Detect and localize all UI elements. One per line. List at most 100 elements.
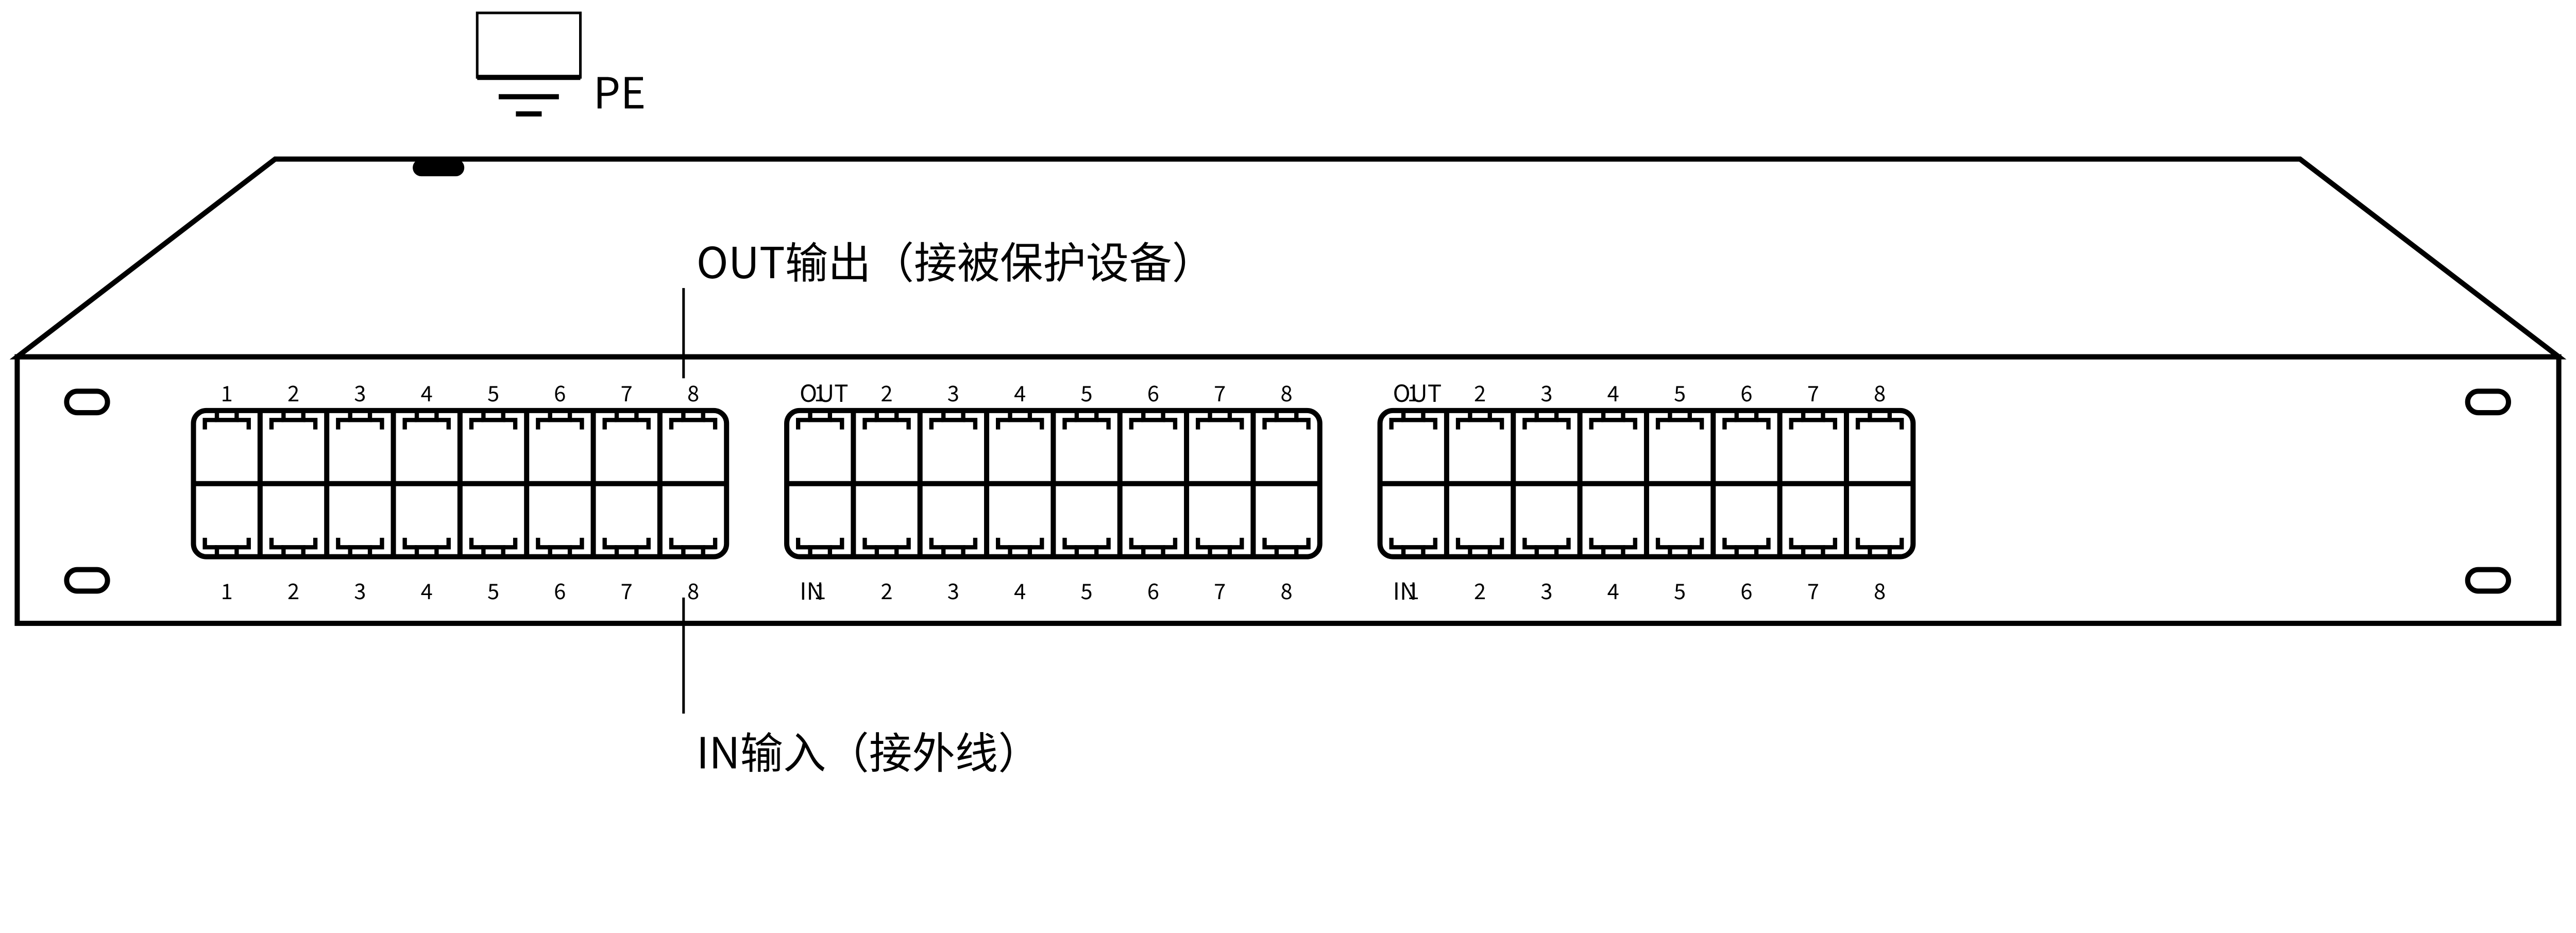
rj45-tab — [1143, 411, 1163, 420]
rj45-tab — [417, 411, 436, 420]
rj45-step — [1065, 538, 1077, 547]
rj45-step — [896, 538, 908, 547]
rj45-step — [236, 420, 248, 429]
rj45-step — [1756, 420, 1768, 429]
rj45-step — [272, 420, 283, 429]
rj45-step — [1198, 538, 1210, 547]
rj45-step — [303, 420, 315, 429]
rj45-step — [471, 538, 483, 547]
port-number-bottom: 4 — [421, 575, 433, 606]
rj45-step — [1623, 538, 1635, 547]
rj45-step — [1230, 538, 1242, 547]
rj45-step — [436, 420, 448, 429]
rj45-step — [1690, 538, 1702, 547]
port-number-bottom: 2 — [880, 575, 892, 606]
rj45-step — [636, 538, 648, 547]
pe-box — [477, 13, 580, 77]
rj45-tab — [810, 547, 830, 556]
rj45-step — [703, 420, 715, 429]
rj45-step — [1724, 420, 1736, 429]
rj45-tab — [1277, 547, 1296, 556]
rj45-step — [605, 420, 617, 429]
rj45-tab — [877, 547, 896, 556]
port-number-bottom: 3 — [1540, 575, 1552, 606]
rj45-step — [1524, 420, 1536, 429]
rj45-step — [1623, 420, 1635, 429]
port-number-top: 3 — [354, 377, 366, 408]
port-number-top: 4 — [1014, 377, 1026, 408]
rj45-tab — [943, 547, 963, 556]
rj45-tab — [283, 547, 303, 556]
rj45-step — [1198, 420, 1210, 429]
rj45-tab — [1803, 411, 1823, 420]
rj45-tab — [1403, 547, 1423, 556]
port-number-top: 7 — [621, 377, 633, 408]
port-number-bottom: 3 — [354, 575, 366, 606]
port-number-bottom: 5 — [487, 575, 499, 606]
port-number-top: 5 — [487, 377, 499, 408]
rj45-step — [1490, 420, 1502, 429]
port-number-bottom: 7 — [1214, 575, 1226, 606]
rj45-step — [1490, 538, 1502, 547]
port-number-top: 1 — [1408, 377, 1419, 408]
rj45-step — [1423, 420, 1435, 429]
rj45-step — [236, 538, 248, 547]
rj45-step — [703, 538, 715, 547]
rj45-step — [570, 538, 582, 547]
rj45-step — [931, 538, 943, 547]
rj45-step — [205, 538, 217, 547]
rj45-step — [1096, 420, 1108, 429]
rj45-tab — [1603, 411, 1623, 420]
rj45-tab — [1210, 411, 1230, 420]
rj45-step — [1690, 420, 1702, 429]
rj45-tab — [350, 547, 370, 556]
rj45-tab — [683, 411, 703, 420]
rj45-step — [1823, 420, 1835, 429]
rj45-step — [798, 538, 810, 547]
rj45-tab — [1537, 411, 1556, 420]
rj45-tab — [1077, 411, 1096, 420]
rj45-step — [1756, 538, 1768, 547]
rj45-step — [671, 420, 683, 429]
port-number-bottom: 1 — [221, 575, 233, 606]
port-number-top: 2 — [1474, 377, 1486, 408]
port-number-top: 1 — [814, 377, 826, 408]
rj45-step — [1890, 538, 1902, 547]
port-number-top: 5 — [1674, 377, 1686, 408]
rj45-tab — [550, 411, 570, 420]
rj45-step — [1724, 538, 1736, 547]
port-number-bottom: 2 — [287, 575, 299, 606]
rj45-step — [370, 420, 382, 429]
rj45-tab — [1470, 547, 1489, 556]
port-number-bottom: 5 — [1080, 575, 1092, 606]
port-number-bottom: 4 — [1014, 575, 1026, 606]
rj45-step — [1658, 420, 1670, 429]
rj45-tab — [1870, 411, 1889, 420]
rj45-tab — [217, 411, 236, 420]
rj45-step — [436, 538, 448, 547]
rj45-step — [1890, 420, 1902, 429]
rj45-step — [1823, 538, 1835, 547]
rj45-step — [1556, 538, 1568, 547]
mount-hole — [66, 570, 107, 591]
rj45-step — [538, 538, 550, 547]
rj45-tab — [1277, 411, 1296, 420]
mount-hole — [2468, 570, 2509, 591]
port-number-bottom: 2 — [1474, 575, 1486, 606]
rj45-step — [1392, 420, 1403, 429]
rj45-step — [303, 538, 315, 547]
rj45-step — [1131, 538, 1143, 547]
port-number-top: 6 — [1740, 377, 1752, 408]
port-number-top: 7 — [1807, 377, 1819, 408]
port-number-bottom: 8 — [687, 575, 699, 606]
rj45-tab — [617, 547, 636, 556]
rj45-tab — [683, 547, 703, 556]
port-number-top: 8 — [687, 377, 699, 408]
in-callout-label: IN输入（接外线） — [697, 719, 1041, 778]
rj45-tab — [1803, 547, 1823, 556]
port-number-bottom: 3 — [947, 575, 959, 606]
rj45-tab — [1603, 547, 1623, 556]
port-number-top: 5 — [1080, 377, 1092, 408]
port-number-bottom: 1 — [1408, 575, 1419, 606]
rj45-tab — [1537, 547, 1556, 556]
